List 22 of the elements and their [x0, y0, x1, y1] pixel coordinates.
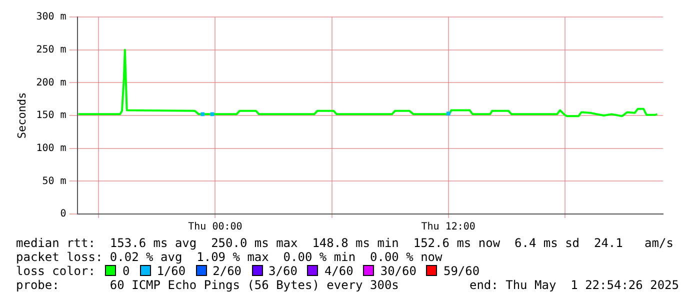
legend-label: 30/60 — [380, 264, 416, 278]
y-tick-label: 0 — [60, 208, 66, 220]
legend-label: 3/60 — [268, 264, 298, 278]
y-axis-title: Seconds — [15, 92, 28, 139]
y-tick-label: 300 m — [36, 12, 66, 23]
y-tick-label: 50 m — [42, 176, 66, 187]
legend-title: loss color: — [16, 264, 96, 278]
text: median rtt: 153.6 ms avg 250.0 ms max 148.8 ms min 152.6 ms now 6.4 ms sd 24.1 am/s — [16, 236, 674, 250]
legend-label: 0 — [122, 264, 130, 278]
text: end: Thu May 1 22:54:26 2025 — [469, 278, 679, 292]
text: probe: 60 ICMP Echo Pings (56 Bytes) every 300s — [16, 278, 399, 292]
text: packet loss: 0.02 % avg 1.09 % max 0.00 % min 0.00 % now — [16, 250, 444, 264]
y-tick-label: 200 m — [36, 77, 66, 88]
y-tick-label: 250 m — [36, 44, 66, 56]
legend-label: 59/60 — [443, 264, 480, 278]
legend-label: 1/60 — [156, 264, 186, 278]
x-tick-label: Thu 12:00 — [421, 222, 476, 233]
legend-label: 4/60 — [324, 264, 354, 278]
x-tick-label: Thu 00:00 — [188, 222, 242, 233]
y-tick-label: 100 m — [36, 142, 66, 154]
legend-label: 2/60 — [212, 264, 242, 278]
y-tick-label: 150 m — [36, 110, 66, 122]
